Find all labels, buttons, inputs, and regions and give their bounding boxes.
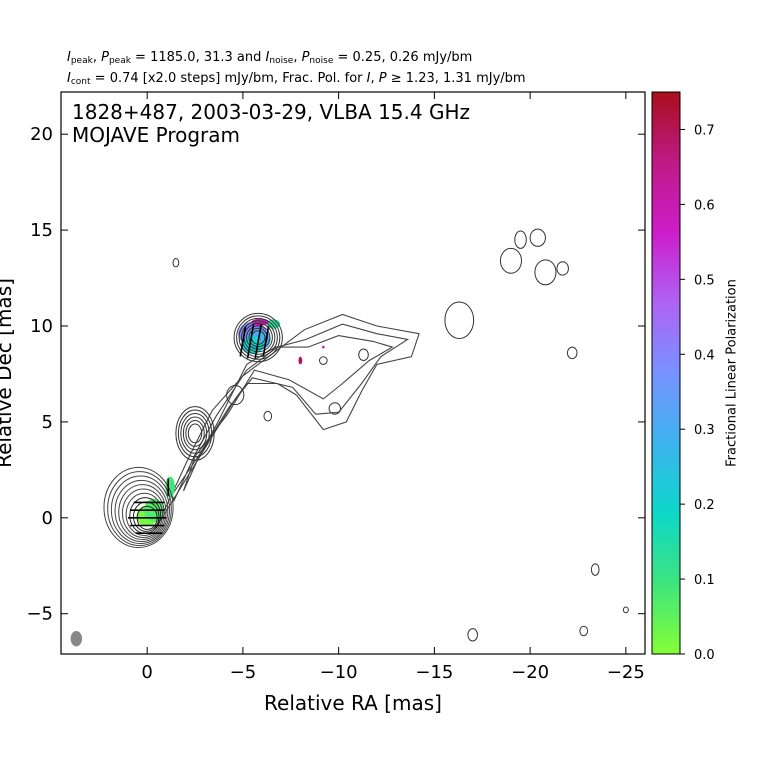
y-tick-label: 10 — [30, 316, 53, 337]
isolated-contour — [226, 384, 245, 406]
isolated-contour — [263, 410, 273, 422]
y-tick-label: 20 — [30, 124, 53, 145]
pol-patch — [298, 356, 303, 365]
component-contour — [180, 413, 210, 454]
jet-envelope-contour — [171, 323, 410, 503]
isolated-contour — [556, 261, 569, 276]
core-contour — [118, 484, 167, 540]
colorbar-tick-label: 0.5 — [694, 273, 715, 288]
isolated-contour — [529, 228, 546, 247]
evpa-tick — [239, 326, 247, 357]
x-tick-label: −25 — [607, 662, 645, 683]
source-title: 1828+487, 2003-03-29, VLBA 15.4 GHz — [72, 100, 470, 124]
x-tick-label: −15 — [415, 662, 453, 683]
core-contour — [125, 492, 163, 536]
y-tick-label: 5 — [42, 412, 53, 433]
y-tick-label: 15 — [30, 220, 53, 241]
x-tick-label: −20 — [511, 662, 549, 683]
component-contour — [177, 409, 213, 458]
core-contour — [103, 466, 174, 549]
colorbar-tick-label: 0.6 — [694, 198, 715, 213]
isolated-contour — [514, 230, 527, 249]
isolated-contour — [622, 606, 629, 614]
component-contour — [241, 320, 276, 355]
isolated-contour — [499, 247, 522, 274]
component-contour — [185, 420, 205, 447]
x-tick-label: −5 — [230, 662, 257, 683]
colorbar-tick-label: 0.0 — [694, 648, 715, 663]
colorbar-tick-label: 0.4 — [694, 348, 715, 363]
isolated-contour — [318, 356, 328, 365]
y-axis-label: Relative Dec [mas] — [0, 278, 16, 468]
evpa-tick — [262, 326, 270, 357]
x-tick-label: −10 — [320, 662, 358, 683]
colorbar-tick-label: 0.1 — [694, 573, 715, 588]
component-contour — [187, 423, 203, 444]
component-contour — [236, 315, 281, 360]
component-contour — [175, 406, 215, 461]
y-tick-label: −5 — [26, 604, 53, 625]
component-contour — [246, 325, 271, 350]
isolated-contour — [590, 563, 600, 576]
isolated-contour — [358, 348, 369, 362]
x-tick-label: 0 — [141, 662, 152, 683]
colorbar — [651, 91, 681, 655]
component-contour — [238, 317, 278, 358]
beam-ellipse — [70, 630, 83, 647]
header-line-1: Ipeak, Ppeak = 1185.0, 31.3 and Inoise, … — [67, 50, 473, 66]
colorbar-tick-label: 0.7 — [694, 123, 715, 138]
plot-frame — [60, 91, 646, 655]
isolated-contour — [534, 259, 557, 286]
isolated-contour — [328, 402, 342, 415]
isolated-contour — [579, 625, 589, 637]
component-contour — [182, 416, 208, 451]
jet-envelope-contour — [182, 335, 394, 492]
header-line-2: Icont = 0.74 [x2.0 steps] mJy/bm, Frac. … — [67, 71, 526, 87]
y-tick-label: 0 — [42, 508, 53, 529]
x-axis-label: Relative RA [mas] — [264, 691, 442, 715]
colorbar-tick-label: 0.2 — [694, 498, 715, 513]
core-contour — [107, 471, 172, 547]
evpa-tick — [246, 324, 255, 359]
isolated-contour — [172, 257, 180, 268]
colorbar-label: Fractional Linear Polarization — [724, 279, 740, 467]
core-contour — [114, 479, 169, 543]
pol-patch — [321, 345, 325, 349]
evpa-tick — [254, 324, 263, 359]
component-contour — [233, 312, 283, 363]
colorbar-tick-label: 0.3 — [694, 423, 715, 438]
core-contour — [121, 488, 165, 538]
isolated-contour — [467, 628, 478, 642]
core-contour — [110, 475, 171, 545]
program-label: MOJAVE Program — [72, 123, 241, 147]
isolated-contour — [566, 346, 578, 360]
component-contour — [248, 327, 268, 348]
isolated-contour — [444, 301, 475, 339]
